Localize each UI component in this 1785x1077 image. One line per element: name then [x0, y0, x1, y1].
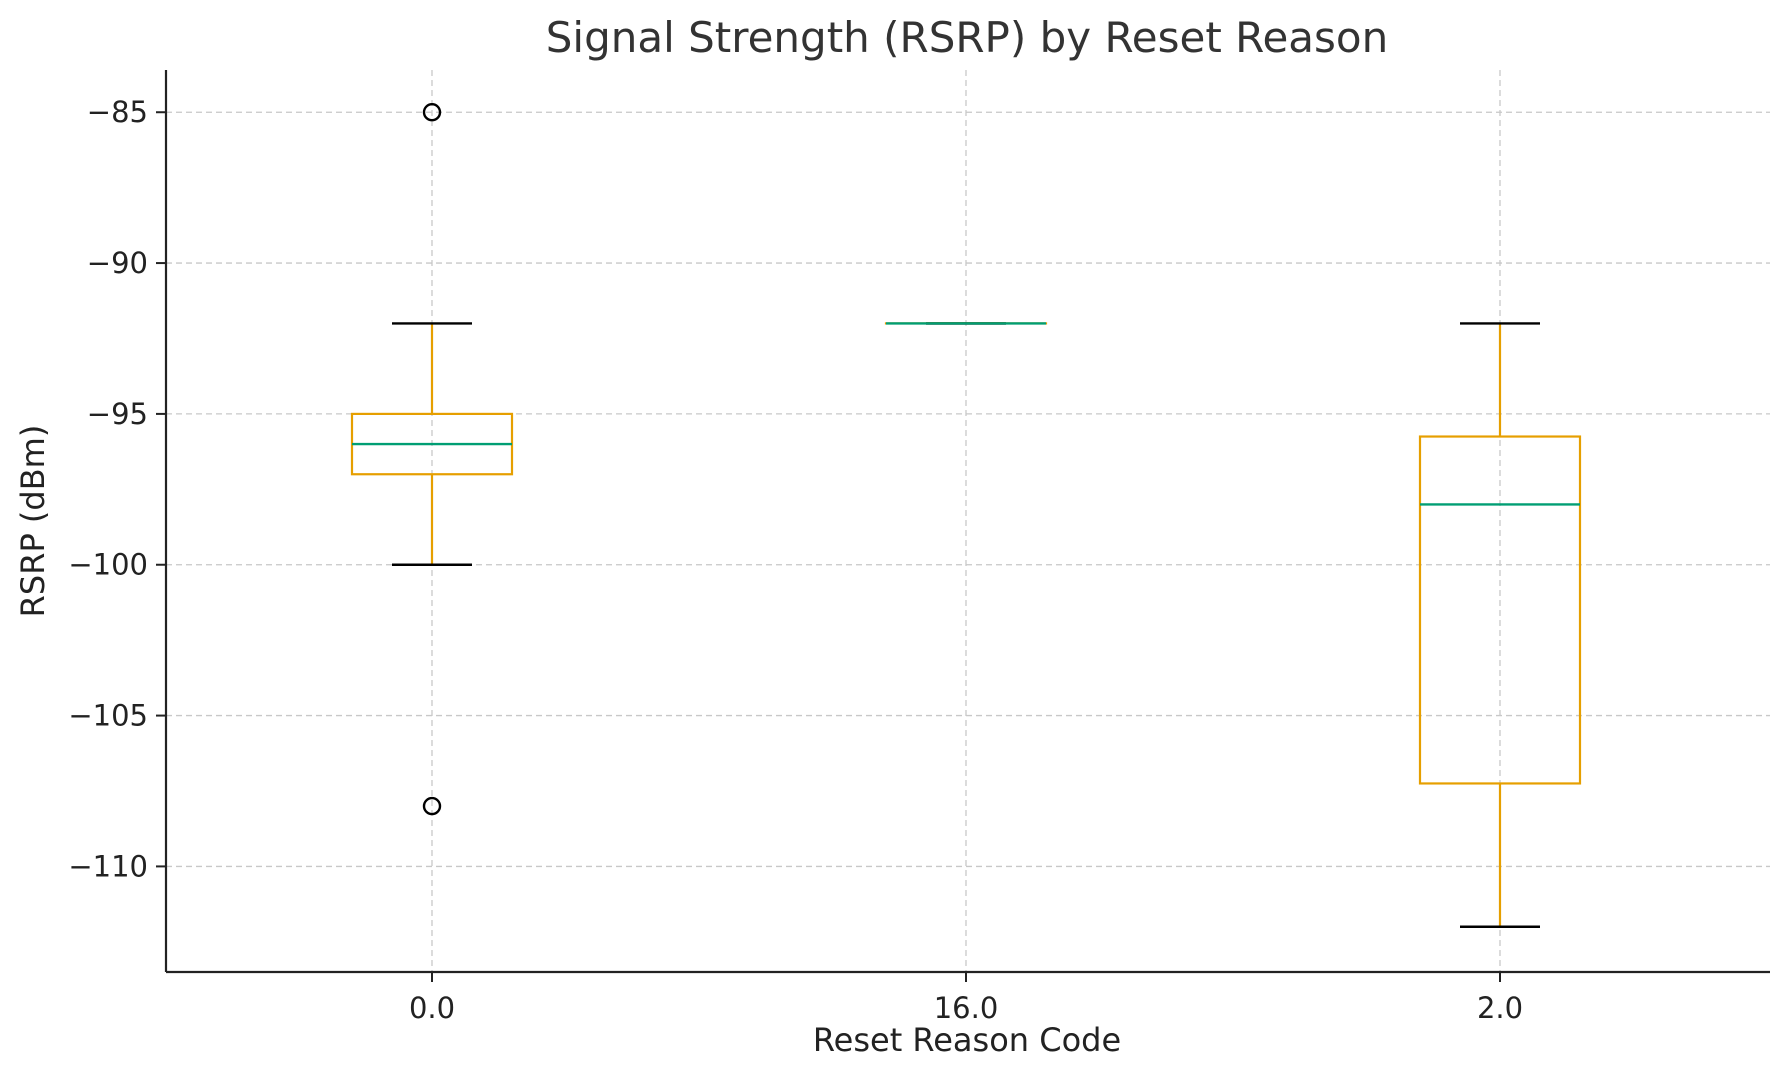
- x-axis-label: Reset Reason Code: [813, 1021, 1121, 1059]
- x-tick-label: 0.0: [409, 991, 455, 1025]
- box-series: [350, 103, 1582, 928]
- grid-lines: [166, 70, 1770, 972]
- axis-ticks: −85 −90 −95 −100 −105 −110 0.0 16.0 2.0: [68, 95, 1523, 1025]
- y-tick-label: −105: [68, 699, 148, 733]
- y-axis-label: RSRP (dBm): [14, 425, 52, 618]
- y-tick-label: −110: [68, 849, 148, 883]
- x-tick-label: 16.0: [934, 991, 999, 1025]
- chart-title: Signal Strength (RSRP) by Reset Reason: [546, 13, 1388, 62]
- y-tick-label: −100: [68, 548, 148, 582]
- box-iqr: [1418, 435, 1582, 785]
- y-tick-label: −85: [87, 95, 148, 129]
- outlier-point: [422, 103, 442, 122]
- x-tick-label: 2.0: [1477, 991, 1523, 1025]
- y-tick-label: −90: [87, 246, 148, 280]
- box-2-0: [1418, 322, 1582, 928]
- outlier-point: [422, 796, 442, 816]
- y-tick-label: −95: [87, 397, 148, 431]
- box-0-0: [350, 103, 514, 816]
